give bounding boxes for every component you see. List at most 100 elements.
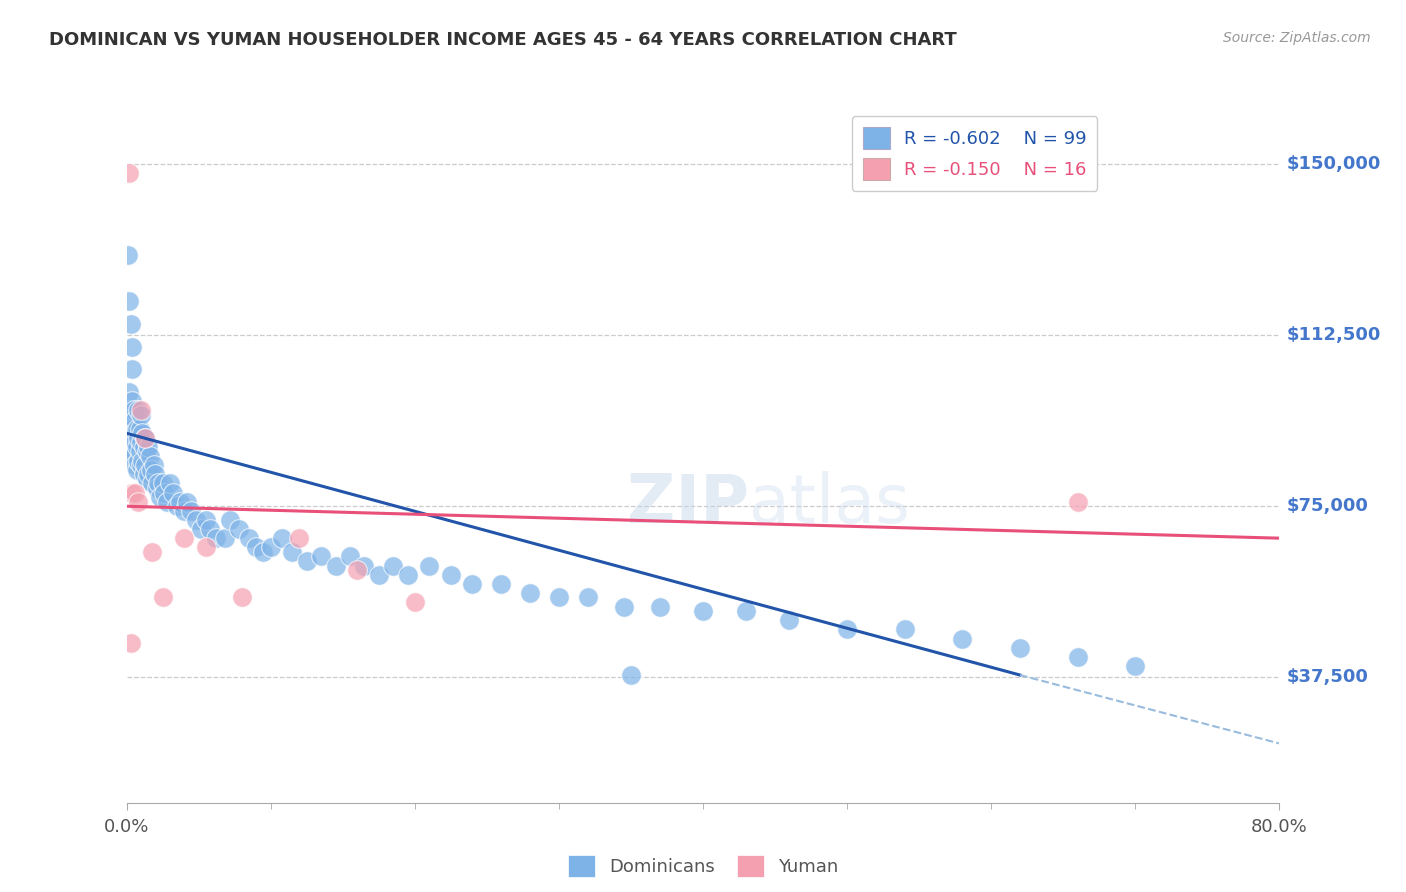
Point	[127, 431, 149, 445]
Point	[120, 417, 142, 431]
Point	[339, 549, 361, 564]
Point	[194, 513, 217, 527]
Point	[135, 444, 157, 458]
Legend: Dominicans, Yuman: Dominicans, Yuman	[561, 847, 845, 884]
Point	[779, 613, 801, 627]
Text: $37,500: $37,500	[1286, 668, 1368, 686]
Point	[131, 453, 153, 467]
Point	[288, 531, 311, 545]
Point	[259, 541, 281, 555]
Point	[120, 431, 142, 445]
Point	[346, 563, 368, 577]
Point	[396, 567, 419, 582]
Point	[418, 558, 440, 573]
Point	[219, 513, 242, 527]
Point	[149, 490, 172, 504]
Point	[1067, 494, 1090, 508]
Point	[153, 485, 176, 500]
Point	[231, 591, 253, 605]
Text: $75,000: $75,000	[1286, 497, 1368, 516]
Point	[134, 431, 156, 445]
Point	[129, 458, 152, 473]
Point	[131, 426, 153, 441]
Point	[367, 567, 389, 582]
Point	[190, 522, 212, 536]
Point	[382, 558, 405, 573]
Point	[121, 422, 143, 436]
Point	[118, 166, 141, 180]
Point	[125, 422, 148, 436]
Point	[1123, 659, 1146, 673]
Point	[118, 293, 141, 308]
Point	[127, 453, 149, 467]
Point	[142, 458, 165, 473]
Point	[134, 458, 156, 473]
Point	[166, 500, 188, 514]
Point	[205, 531, 228, 545]
Text: Source: ZipAtlas.com: Source: ZipAtlas.com	[1223, 31, 1371, 45]
Point	[404, 595, 426, 609]
Point	[198, 522, 221, 536]
Point	[184, 513, 207, 527]
Point	[176, 494, 198, 508]
Point	[124, 458, 146, 473]
Text: ZIP: ZIP	[627, 471, 749, 537]
Point	[245, 541, 267, 555]
Point	[134, 431, 156, 445]
Point	[156, 494, 179, 508]
Point	[121, 362, 143, 376]
Point	[125, 463, 148, 477]
Point	[148, 476, 170, 491]
Point	[461, 576, 484, 591]
Point	[238, 531, 260, 545]
Point	[121, 485, 143, 500]
Point	[173, 531, 195, 545]
Point	[548, 591, 571, 605]
Point	[122, 426, 145, 441]
Point	[128, 422, 150, 436]
Point	[440, 567, 463, 582]
Point	[120, 317, 142, 331]
Point	[121, 340, 143, 354]
Point	[141, 476, 163, 491]
Point	[145, 467, 166, 482]
Point	[162, 485, 184, 500]
Point	[271, 531, 294, 545]
Point	[125, 440, 148, 454]
Point	[138, 449, 160, 463]
Point	[127, 403, 149, 417]
Point	[122, 449, 145, 463]
Text: $112,500: $112,500	[1286, 326, 1381, 344]
Point	[228, 522, 250, 536]
Point	[353, 558, 375, 573]
Point	[139, 463, 162, 477]
Point	[124, 412, 146, 426]
Point	[620, 668, 643, 682]
Point	[613, 599, 636, 614]
Point	[127, 494, 149, 508]
Point	[180, 504, 202, 518]
Text: atlas: atlas	[749, 471, 910, 537]
Point	[735, 604, 758, 618]
Point	[519, 586, 541, 600]
Point	[136, 467, 159, 482]
Point	[120, 636, 142, 650]
Text: $150,000: $150,000	[1286, 155, 1381, 173]
Point	[122, 403, 145, 417]
Point	[1008, 640, 1031, 655]
Point	[648, 599, 671, 614]
Point	[146, 481, 169, 495]
Point	[692, 604, 714, 618]
Point	[281, 545, 304, 559]
Point	[295, 554, 318, 568]
Point	[835, 623, 858, 637]
Point	[214, 531, 236, 545]
Point	[194, 541, 217, 555]
Point	[489, 576, 512, 591]
Point	[325, 558, 347, 573]
Point	[129, 435, 152, 450]
Point	[894, 623, 917, 637]
Point	[129, 403, 152, 417]
Point	[124, 485, 146, 500]
Point	[950, 632, 973, 646]
